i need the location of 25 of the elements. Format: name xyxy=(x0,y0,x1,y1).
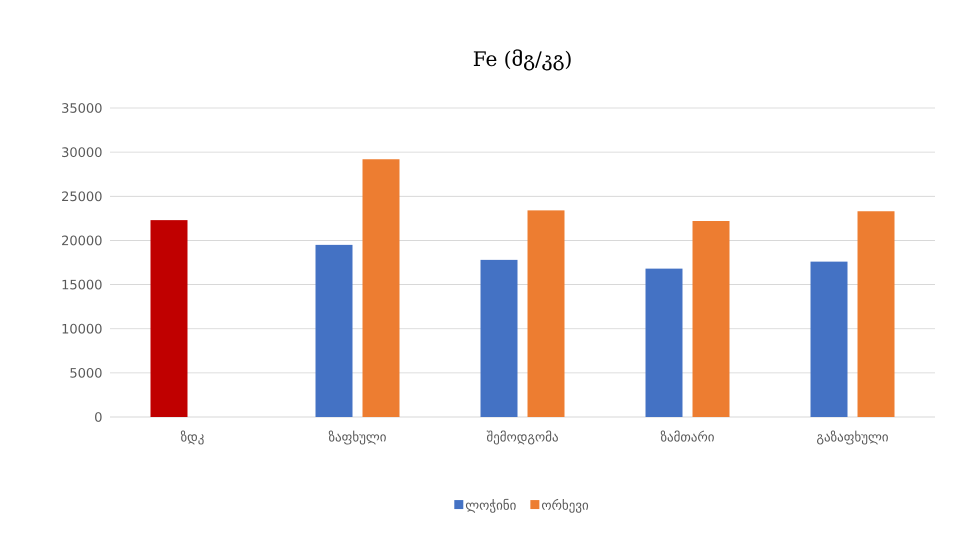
y-tick-label: 0 xyxy=(95,412,102,422)
x-tick-label: შემოდგომა xyxy=(486,430,558,444)
y-tick-label: 10000 xyxy=(62,324,102,334)
y-tick-label: 25000 xyxy=(62,191,102,202)
x-tick-label: გაზაფხული xyxy=(817,430,888,444)
x-tick-label: ზაფხული xyxy=(328,430,386,444)
y-tick-label: 30000 xyxy=(62,147,102,158)
bar xyxy=(362,159,400,417)
bar xyxy=(646,268,683,417)
bar xyxy=(316,244,353,417)
y-tick-label: 20000 xyxy=(62,236,102,246)
x-tick-label: ზამთარი xyxy=(660,430,714,442)
bar xyxy=(810,262,848,417)
bar xyxy=(692,221,730,417)
bar xyxy=(480,260,518,417)
bar xyxy=(150,220,188,417)
x-tick-label: ზდკ xyxy=(180,430,204,444)
legend-label: ლოჭინი xyxy=(466,498,516,513)
y-tick-label: 35000 xyxy=(62,103,102,113)
y-tick-label: 5000 xyxy=(70,368,102,378)
chart-title: Fe (მგ/კგ) xyxy=(474,49,571,70)
legend-label: ორხევი xyxy=(542,498,588,513)
y-tick-label: 15000 xyxy=(62,280,102,290)
bar xyxy=(858,211,895,417)
bar xyxy=(528,210,565,417)
